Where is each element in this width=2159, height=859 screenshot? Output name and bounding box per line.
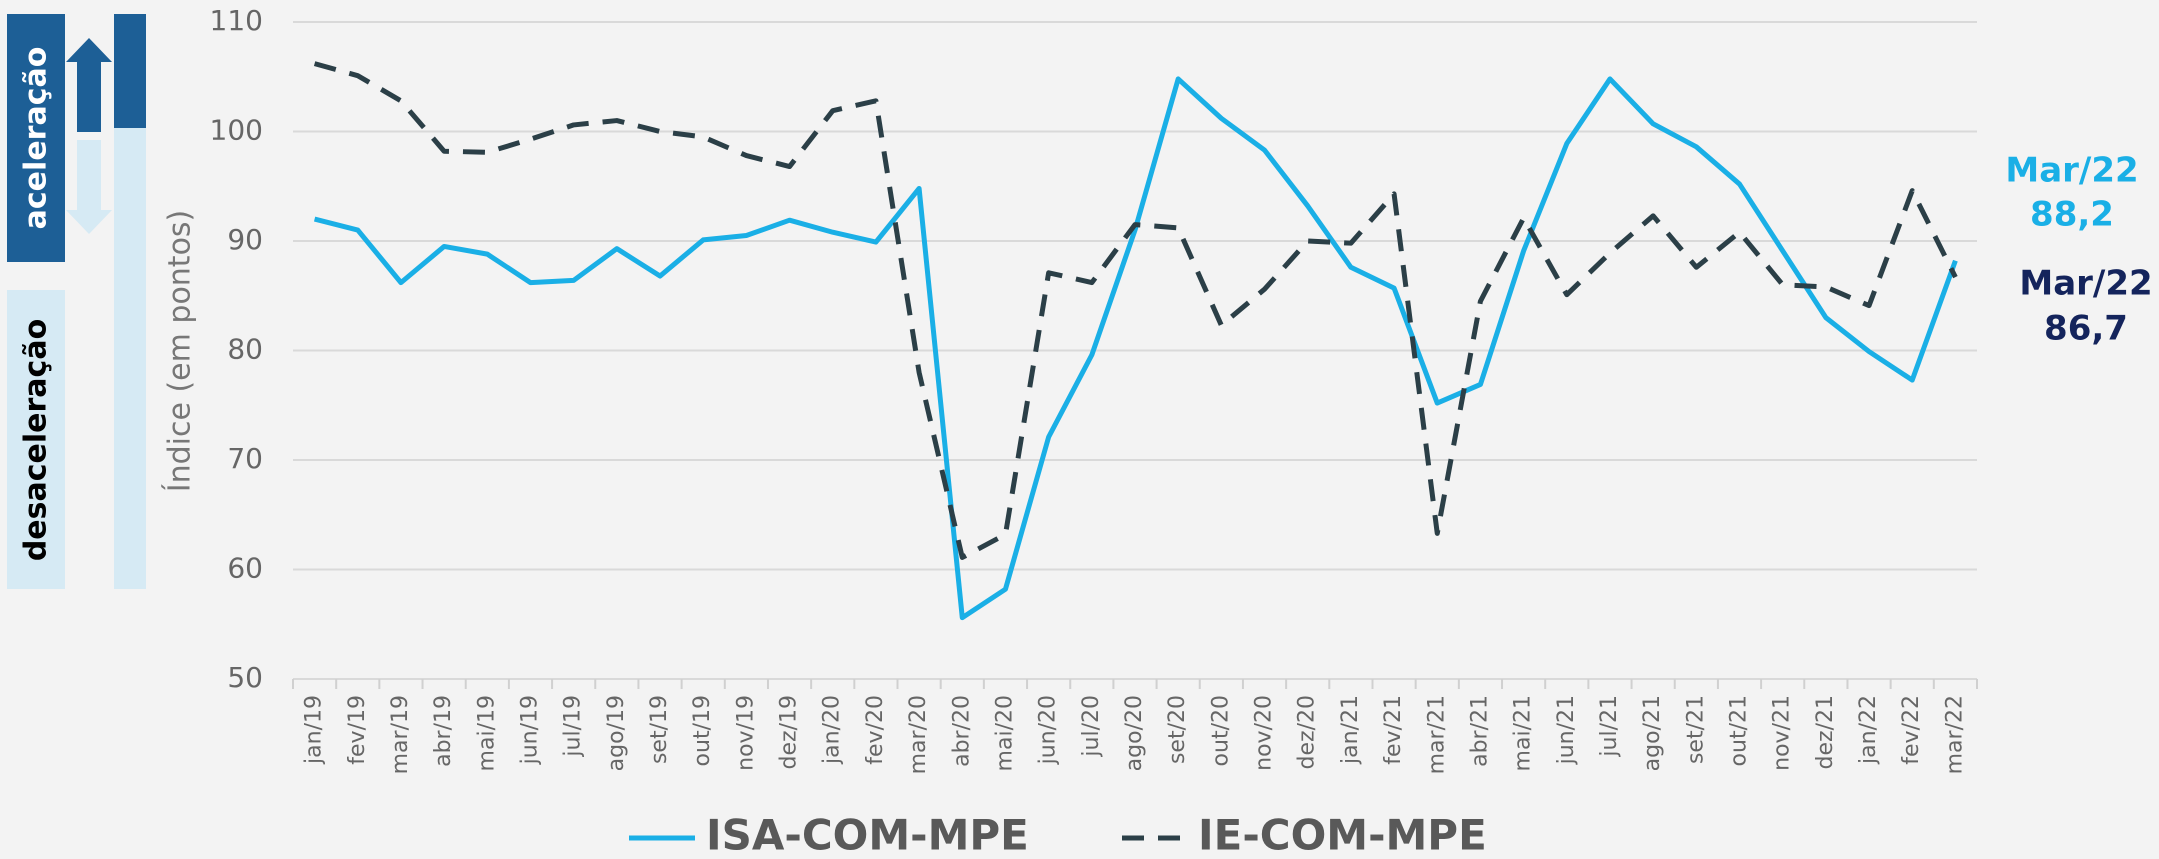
x-tick-label: ago/20 — [1122, 695, 1147, 771]
y-tick-label: 100 — [210, 114, 263, 147]
x-tick-label: ago/21 — [1640, 695, 1665, 771]
down-arrow — [66, 140, 112, 234]
x-tick-label: dez/19 — [777, 695, 802, 769]
x-tick-label: set/20 — [1165, 695, 1190, 764]
x-tick-label: ago/19 — [604, 695, 629, 771]
y-axis-label: Índice (em pontos) — [162, 210, 198, 493]
x-tick-label: fev/21 — [1381, 695, 1406, 765]
y-tick-label: 70 — [227, 442, 263, 475]
x-tick-label: jan/19 — [302, 695, 327, 765]
x-tick-label: jan/20 — [820, 695, 845, 765]
x-tick-label: mar/20 — [906, 695, 931, 774]
x-tick-label: set/21 — [1683, 695, 1708, 764]
annotation-title: Mar/22 — [2019, 264, 2152, 304]
up-arrow — [66, 38, 112, 132]
x-tick-label: jan/21 — [1338, 695, 1363, 765]
x-tick-label: dez/21 — [1813, 695, 1838, 769]
x-tick-label: jun/19 — [517, 695, 542, 765]
x-tick-label: mai/21 — [1511, 695, 1536, 771]
x-tick-label: jan/22 — [1856, 695, 1881, 765]
y-tick-label: 80 — [227, 333, 263, 366]
accel-box — [7, 14, 65, 262]
series-line — [313, 61, 1958, 560]
x-tick-label: fev/20 — [863, 695, 888, 765]
y-tick-label: 90 — [227, 223, 263, 256]
x-tick-label: out/20 — [1208, 695, 1233, 766]
annotation-value: 86,7 — [2044, 309, 2128, 349]
x-tick-label: out/19 — [690, 695, 715, 766]
x-tick-label: set/19 — [647, 695, 672, 764]
x-tick-label: abr/21 — [1467, 695, 1492, 767]
y-tick-label: 50 — [227, 661, 263, 694]
x-tick-label: abr/20 — [949, 695, 974, 767]
x-tick-label: out/21 — [1727, 695, 1752, 766]
annotation-title: Mar/22 — [2005, 151, 2138, 191]
x-tick-label: dez/20 — [1295, 695, 1320, 769]
x-tick-label: jun/21 — [1554, 695, 1579, 765]
series-line — [313, 76, 1958, 621]
x-tick-label: mai/20 — [992, 695, 1017, 771]
annotation-value: 88,2 — [2030, 195, 2114, 235]
decel-label: desaceleração — [19, 319, 54, 561]
legend-label: ISA-COM-MPE — [706, 811, 1029, 859]
bar-bottom — [114, 128, 146, 589]
x-tick-label: jul/19 — [561, 695, 586, 758]
y-tick-label: 60 — [227, 552, 263, 585]
x-tick-label: mai/19 — [474, 695, 499, 771]
x-tick-label: jul/21 — [1597, 695, 1622, 758]
y-tick-label: 110 — [210, 4, 263, 37]
legend-label: IE-COM-MPE — [1198, 811, 1487, 859]
x-tick-label: jul/20 — [1079, 695, 1104, 758]
x-tick-label: abr/19 — [431, 695, 456, 767]
accel-label: aceleração — [19, 47, 54, 230]
x-tick-label: fev/19 — [345, 695, 370, 765]
x-tick-label: nov/19 — [733, 695, 758, 771]
decel-box — [7, 290, 65, 589]
x-tick-label: mar/19 — [388, 695, 413, 774]
x-tick-label: mar/22 — [1942, 695, 1967, 774]
x-tick-label: nov/21 — [1770, 695, 1795, 771]
x-tick-label: mar/21 — [1424, 695, 1449, 774]
x-tick-label: nov/20 — [1252, 695, 1277, 771]
x-tick-label: fev/22 — [1899, 695, 1924, 765]
bar-top — [114, 14, 146, 128]
x-tick-label: jun/20 — [1036, 695, 1061, 765]
